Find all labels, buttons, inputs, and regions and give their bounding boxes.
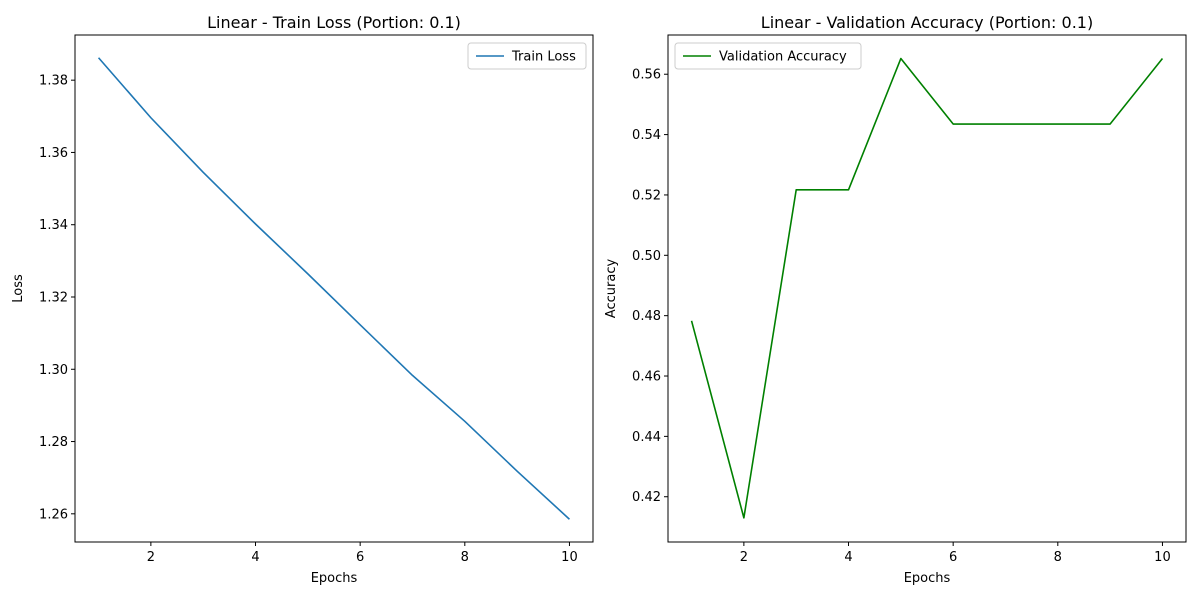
y-tick-label: 0.42 [632, 490, 661, 505]
x-tick-label: 10 [561, 550, 578, 565]
data-point [1109, 123, 1111, 125]
y-tick-label: 1.30 [39, 363, 68, 378]
data-point [691, 320, 693, 322]
y-tick-label: 1.26 [39, 507, 68, 522]
x-tick-label: 4 [844, 550, 852, 565]
data-point [900, 58, 902, 60]
data-point [464, 421, 466, 423]
legend-label: Train Loss [511, 50, 576, 65]
legend-label: Validation Accuracy [719, 50, 847, 65]
y-tick-label: 0.48 [632, 309, 661, 324]
y-tick-label: 0.56 [632, 68, 661, 83]
x-tick-label: 6 [949, 550, 957, 565]
data-point [307, 273, 309, 275]
plot-frame [667, 34, 1187, 543]
y-tick-label: 1.32 [39, 290, 68, 305]
data-point [1005, 123, 1007, 125]
data-point [848, 189, 850, 191]
y-axis-label: Loss [11, 274, 26, 303]
y-tick-label: 1.34 [39, 218, 68, 233]
x-tick-label: 4 [251, 550, 259, 565]
y-axis-label: Accuracy [604, 259, 619, 319]
data-point [359, 324, 361, 326]
data-point [412, 375, 414, 377]
data-point [1057, 123, 1059, 125]
series-line [97, 57, 570, 520]
legend-box [467, 42, 587, 70]
data-point [952, 123, 954, 125]
y-tick-label: 1.36 [39, 146, 68, 161]
data-point [98, 57, 100, 59]
plot-frame [74, 34, 594, 543]
y-tick-label: 0.46 [632, 370, 661, 385]
legend: Train Loss [467, 42, 587, 70]
y-tick-label: 1.28 [39, 435, 68, 450]
legend: Validation Accuracy [674, 42, 862, 70]
x-tick-label: 10 [1154, 550, 1171, 565]
x-tick-label: 8 [461, 550, 469, 565]
y-tick-label: 1.38 [39, 74, 68, 89]
chart-title: Linear - Validation Accuracy (Portion: 0… [761, 13, 1093, 32]
data-point [255, 223, 257, 225]
legend-box [674, 42, 862, 70]
data-point [569, 518, 571, 520]
data-point [150, 117, 152, 119]
y-tick-label: 0.52 [632, 188, 661, 203]
x-axis-label: Epochs [311, 571, 358, 586]
y-tick-label: 0.50 [632, 249, 661, 264]
data-point [202, 172, 204, 174]
data-point [516, 470, 518, 472]
x-tick-label: 2 [147, 550, 155, 565]
x-axis-label: Epochs [904, 571, 951, 586]
y-tick-label: 0.44 [632, 430, 661, 445]
y-tick-label: 0.54 [632, 128, 661, 143]
data-point [1162, 58, 1164, 60]
data-point [795, 189, 797, 191]
x-tick-label: 6 [356, 550, 364, 565]
chart-title: Linear - Train Loss (Portion: 0.1) [207, 13, 461, 32]
x-tick-label: 8 [1054, 550, 1062, 565]
series-line [690, 57, 1164, 519]
data-point [743, 517, 745, 519]
train-loss-panel: Linear - Train Loss (Portion: 0.1) 2 4 6 8 10… [11, 13, 594, 586]
x-tick-label: 2 [740, 550, 748, 565]
validation-accuracy-panel: Linear - Validation Accuracy (Portion: 0… [604, 13, 1187, 586]
